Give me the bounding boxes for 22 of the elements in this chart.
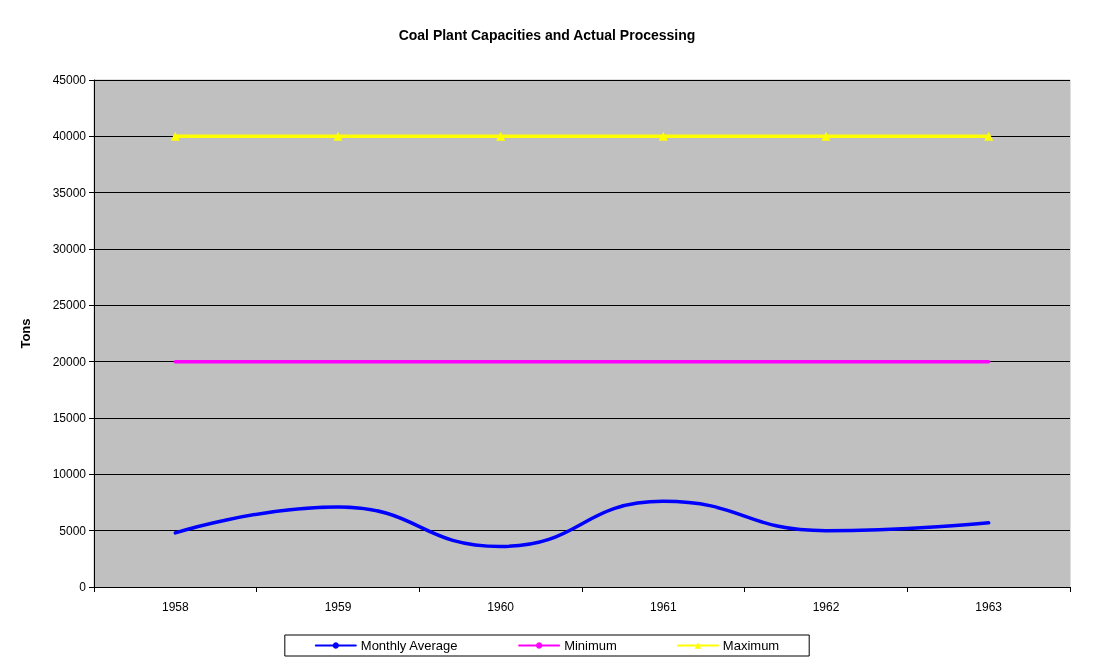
- y-tick-label: 5000: [59, 523, 87, 538]
- x-tick-label: 1963: [975, 600, 1003, 614]
- y-tick-label: 0: [79, 580, 87, 594]
- y-tick-label: 25000: [52, 298, 87, 313]
- chart-title: Coal Plant Capacities and Actual Processing: [398, 27, 696, 43]
- legend-label: Maximum: [722, 638, 780, 653]
- y-tick-label: 45000: [52, 73, 87, 87]
- x-tick-label: 1961: [649, 600, 677, 614]
- legend-label: Minimum: [564, 638, 617, 653]
- y-tick-label: 35000: [52, 185, 87, 200]
- line-series: [173, 499, 991, 549]
- y-tick-label: 10000: [52, 467, 87, 482]
- x-tick-label: 1960: [487, 600, 515, 614]
- y-axis-title: Tons: [18, 318, 33, 349]
- x-tick-label: 1958: [161, 600, 189, 614]
- y-tick-label: 40000: [52, 129, 87, 144]
- y-tick-label: 20000: [52, 354, 87, 369]
- x-tick-label: 1959: [324, 600, 352, 614]
- x-tick-label: 1962: [812, 600, 840, 614]
- legend-label: Monthly Average: [360, 638, 458, 653]
- y-tick-label: 15000: [52, 411, 87, 425]
- y-tick-label: 30000: [52, 242, 87, 256]
